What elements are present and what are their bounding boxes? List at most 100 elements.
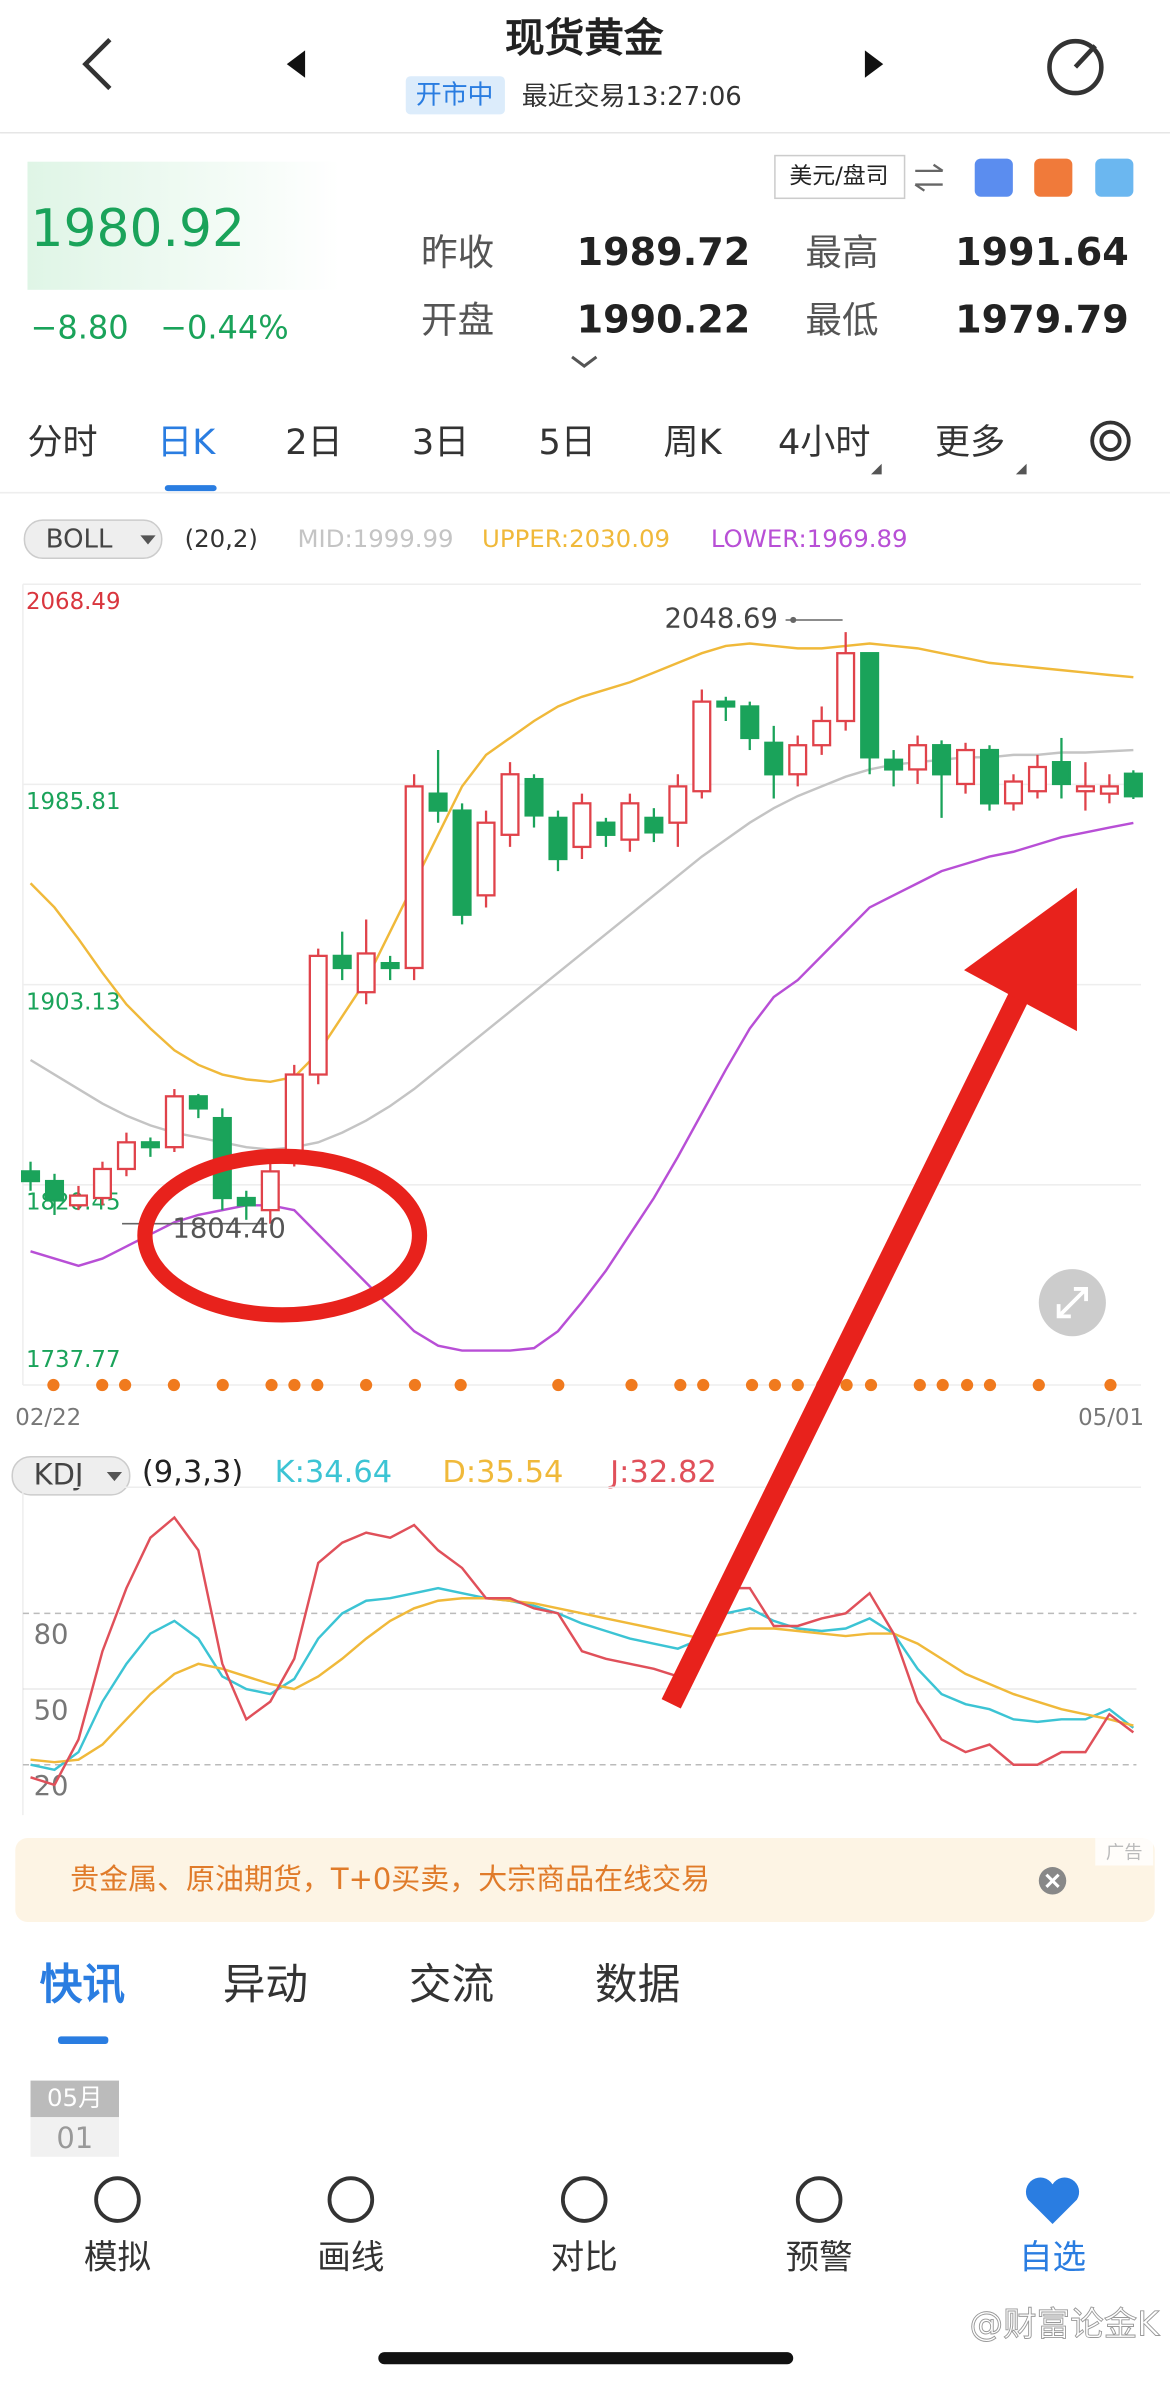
refresh-button[interactable] — [1047, 38, 1104, 96]
date-badge-bottom — [30, 2117, 120, 2157]
tool-icon[interactable] — [974, 158, 1013, 197]
event-dot[interactable] — [840, 1378, 853, 1392]
event-dot[interactable] — [311, 1378, 324, 1392]
event-dot[interactable] — [768, 1378, 782, 1392]
event-dot[interactable] — [791, 1378, 804, 1392]
annotation-dot — [790, 616, 797, 624]
stat-label: 开盘 — [421, 298, 494, 341]
period-tab[interactable]: 5日 — [538, 422, 595, 463]
y-tick-label: 2068.49 — [26, 589, 121, 615]
nav-label[interactable]: 自选 — [1019, 2238, 1086, 2277]
candle-body — [692, 700, 712, 793]
event-dot[interactable] — [697, 1378, 710, 1392]
event-dot[interactable] — [265, 1378, 278, 1392]
period-tab[interactable]: 更多 — [935, 422, 1005, 463]
nav-label[interactable]: 预警 — [786, 2238, 853, 2277]
news-tab[interactable]: 数据 — [595, 1960, 680, 2010]
candle-body — [308, 954, 328, 1076]
indicator-select[interactable] — [11, 1455, 131, 1496]
close-x — [1045, 1873, 1060, 1888]
candle-body — [332, 954, 352, 970]
date-badge-top — [30, 2080, 120, 2118]
event-dot[interactable] — [745, 1378, 759, 1392]
indicator-name: KDJ — [34, 1458, 84, 1492]
event-dot[interactable] — [167, 1378, 181, 1392]
event-dot[interactable] — [983, 1378, 997, 1392]
news-tab[interactable]: 快讯 — [40, 1960, 126, 2010]
dropdown-arrow — [106, 1471, 123, 1482]
status-text: 开市中 — [416, 81, 494, 111]
candle-body — [1099, 785, 1119, 795]
legend-entry: D:35.54 — [442, 1455, 563, 1490]
event-dot[interactable] — [96, 1378, 109, 1392]
nav-label[interactable]: 画线 — [317, 2238, 384, 2277]
date-day: 01 — [56, 2121, 93, 2155]
candle-body — [188, 1095, 208, 1110]
candle-body — [572, 802, 592, 849]
candle-body — [1123, 772, 1143, 798]
event-dot[interactable] — [625, 1378, 638, 1392]
next-button[interactable] — [864, 50, 884, 78]
candle-body — [979, 748, 1000, 805]
nav-icon — [94, 2176, 141, 2223]
candle-body — [908, 744, 928, 771]
candle-body — [92, 1167, 112, 1200]
event-dot[interactable] — [1032, 1378, 1045, 1392]
swap-icon[interactable] — [914, 163, 944, 192]
event-dot[interactable] — [47, 1378, 60, 1392]
watermark: @财富论金K — [970, 2305, 1161, 2344]
ad-banner[interactable] — [15, 1838, 1155, 1922]
period-tab[interactable]: 日K — [157, 422, 216, 463]
period-tab[interactable]: 4小时 — [778, 422, 870, 463]
event-dot[interactable] — [119, 1378, 132, 1392]
indicator-select[interactable] — [23, 519, 163, 560]
candle-body — [1003, 780, 1024, 805]
indicator-name: BOLL — [46, 524, 113, 554]
news-tab[interactable]: 异动 — [223, 1960, 308, 2010]
nav-label[interactable]: 模拟 — [84, 2238, 151, 2277]
nav-label[interactable]: 对比 — [551, 2238, 618, 2277]
candle-body — [1075, 785, 1095, 793]
period-tab[interactable]: 2日 — [285, 422, 342, 463]
tool-icon[interactable] — [1034, 158, 1073, 197]
period-tab[interactable]: 3日 — [412, 422, 469, 463]
event-dot[interactable] — [216, 1378, 229, 1392]
period-tab[interactable]: 周K — [664, 422, 723, 463]
ad-tag-bg — [1095, 1838, 1154, 1866]
kdj-line — [30, 1586, 1135, 1772]
candle-body — [380, 961, 400, 970]
settings-icon[interactable] — [1090, 420, 1131, 461]
stat-label: 最高 — [805, 231, 878, 274]
event-dot[interactable] — [552, 1378, 565, 1392]
event-dot[interactable] — [288, 1378, 301, 1392]
unit-box[interactable] — [774, 154, 906, 200]
candle-body — [620, 802, 640, 841]
back-button[interactable] — [82, 38, 112, 91]
event-dot[interactable] — [1104, 1378, 1117, 1392]
nav-icon — [1025, 2177, 1080, 2224]
indicator-params: (9,3,3) — [142, 1455, 243, 1490]
tool-icon[interactable] — [1095, 158, 1134, 197]
prev-button[interactable] — [286, 50, 306, 78]
ad-text: 贵金属、原油期货，T+0买卖，大宗商品在线交易 — [70, 1862, 710, 1896]
candle-body — [404, 785, 424, 970]
arrow-head — [964, 887, 1077, 1032]
event-dot[interactable] — [360, 1378, 373, 1392]
candle-body — [356, 952, 376, 994]
event-dot[interactable] — [913, 1378, 926, 1392]
expand-chevron[interactable] — [571, 355, 598, 368]
event-dot[interactable] — [961, 1378, 974, 1392]
candle-body — [932, 744, 952, 776]
event-dot[interactable] — [936, 1378, 949, 1392]
page-title: 现货黄金 — [505, 16, 664, 62]
period-tab[interactable]: 分时 — [27, 422, 97, 463]
news-tab[interactable]: 交流 — [409, 1960, 494, 2010]
event-dot[interactable] — [864, 1378, 878, 1392]
event-dot[interactable] — [408, 1378, 422, 1392]
home-indicator — [378, 2352, 794, 2365]
candle-body — [716, 700, 736, 708]
y-tick-label: 80 — [34, 1620, 69, 1651]
event-dot[interactable] — [454, 1378, 467, 1392]
event-dot[interactable] — [674, 1378, 687, 1392]
stat-label: 最低 — [805, 298, 878, 341]
